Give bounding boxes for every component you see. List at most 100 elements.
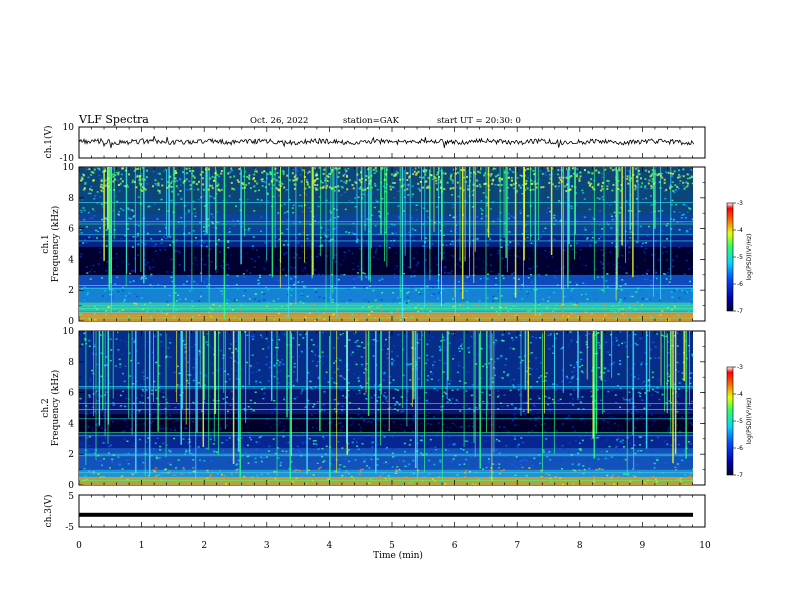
spectrogram-speckle — [327, 220, 330, 222]
spectrogram-speckle — [222, 398, 225, 400]
spectrogram-speckle — [569, 393, 572, 396]
spectrogram-speckle — [347, 167, 350, 170]
spectrogram-speckle — [139, 188, 142, 191]
spectrogram-speckle — [109, 293, 112, 296]
spectrogram-speckle — [216, 332, 218, 335]
spectrogram-speckle — [283, 398, 286, 401]
spectrogram-speckle — [503, 222, 506, 225]
spectrogram-speckle — [320, 226, 323, 229]
spectrogram-speckle — [193, 374, 196, 376]
spectrogram-speckle — [639, 444, 641, 446]
spectrogram-speckle — [283, 425, 286, 428]
spectrogram-speckle — [243, 475, 246, 478]
spectrogram-speckle — [444, 200, 447, 203]
spectrogram-speckle — [478, 300, 481, 302]
spectrogram-speckle — [443, 271, 446, 274]
spectrogram-speckle — [455, 399, 458, 401]
spectrogram-speckle — [665, 171, 668, 173]
spectrogram-speckle — [538, 453, 540, 456]
spectrogram-speckle — [567, 315, 570, 318]
spectrogram-speckle — [93, 344, 96, 346]
spectrogram-speckle — [88, 318, 91, 320]
spectrogram-speckle — [193, 280, 196, 283]
spectrogram-speckle — [313, 405, 316, 407]
spectrogram-speckle — [334, 470, 337, 473]
spectrogram-speckle — [557, 399, 560, 402]
spectrogram-speckle — [514, 416, 517, 419]
spectrogram-speckle — [277, 424, 280, 426]
spectrogram-speckle — [417, 397, 420, 399]
spectrogram-speckle — [149, 195, 152, 198]
spectrogram-speckle — [691, 266, 693, 268]
spectrogram-speckle — [396, 287, 399, 289]
spectrogram-speckle — [491, 306, 494, 309]
spectrogram-speckle — [611, 169, 614, 172]
spectrogram-speckle — [547, 265, 550, 267]
spectrogram-speckle — [351, 313, 354, 316]
spectrogram-speckle — [353, 477, 356, 480]
spectrogram-speckle — [623, 297, 626, 300]
spectrogram-speckle — [533, 301, 535, 303]
spectrogram-speckle — [117, 171, 120, 174]
spectrogram-speckle — [116, 180, 119, 182]
spectrogram-speckle — [586, 277, 589, 280]
spectrogram-speckle — [442, 339, 445, 341]
spectrogram-band — [79, 432, 693, 449]
spectrogram-speckle — [500, 179, 503, 181]
spectrogram-speckle — [169, 463, 172, 466]
spectrogram-speckle — [575, 220, 578, 222]
spectrogram-speckle — [81, 288, 84, 290]
spectrogram-speckle — [166, 301, 169, 303]
spectrogram-speckle — [494, 175, 497, 178]
spectrogram-speckle — [631, 447, 634, 449]
spectrogram-speckle — [658, 181, 661, 184]
spectrogram-speckle — [364, 272, 366, 275]
spectrogram-speckle — [310, 277, 313, 280]
spectrogram-speckle — [546, 167, 549, 170]
spectrogram-speckle — [128, 461, 131, 464]
spectrogram-speckle — [253, 333, 256, 336]
spectrogram-speckle — [241, 182, 244, 185]
spectrogram-speckle — [209, 195, 212, 197]
spectrogram-speckle — [200, 245, 203, 247]
spectrogram-speckle — [200, 295, 202, 298]
spectrogram-speckle — [598, 233, 601, 235]
spectrogram-speckle — [155, 467, 158, 469]
spectrogram-speckle — [569, 176, 571, 179]
spectrogram-speckle — [150, 273, 153, 276]
spectrogram-speckle — [229, 171, 232, 173]
spectrogram-speckle — [499, 189, 502, 192]
spectrogram-speckle — [422, 189, 425, 192]
spectrogram-speckle — [481, 213, 483, 215]
spectrogram-speckle — [540, 186, 543, 189]
spectrogram-speckle — [423, 207, 426, 209]
spectrogram-speckle — [657, 436, 660, 439]
spectrogram-speckle — [619, 359, 621, 362]
spectrogram-speckle — [235, 417, 238, 419]
spectrogram-speckle — [361, 341, 364, 344]
spectrogram-speckle — [625, 292, 628, 295]
spectrogram-speckle — [380, 168, 383, 170]
spectrogram-speckle — [322, 312, 325, 315]
spectrogram-speckle — [629, 237, 632, 239]
spectrogram-speckle — [293, 435, 296, 437]
spectrogram-speckle — [158, 390, 161, 392]
spectrogram-speckle — [383, 260, 386, 262]
spectrogram-speckle — [606, 273, 609, 275]
spectrogram-speckle — [580, 358, 583, 361]
spectrogram-speckle — [218, 221, 221, 224]
spectrogram-speckle — [557, 169, 560, 172]
spectrogram-speckle — [518, 356, 521, 358]
spectrogram-speckle — [516, 445, 519, 448]
spectrogram-speckle — [304, 441, 307, 443]
spectrogram-speckle — [354, 197, 357, 199]
spectrogram-speckle — [483, 277, 486, 279]
spectrogram-speckle — [197, 415, 200, 418]
spectrogram-speckle — [371, 441, 374, 443]
spectrogram-speckle — [93, 215, 96, 217]
spectrogram-speckle — [525, 370, 528, 373]
spectrogram-speckle — [255, 170, 258, 173]
spectrogram-speckle — [590, 437, 593, 440]
spectrogram-speckle — [295, 477, 298, 479]
spectrogram-speckle — [407, 300, 410, 302]
